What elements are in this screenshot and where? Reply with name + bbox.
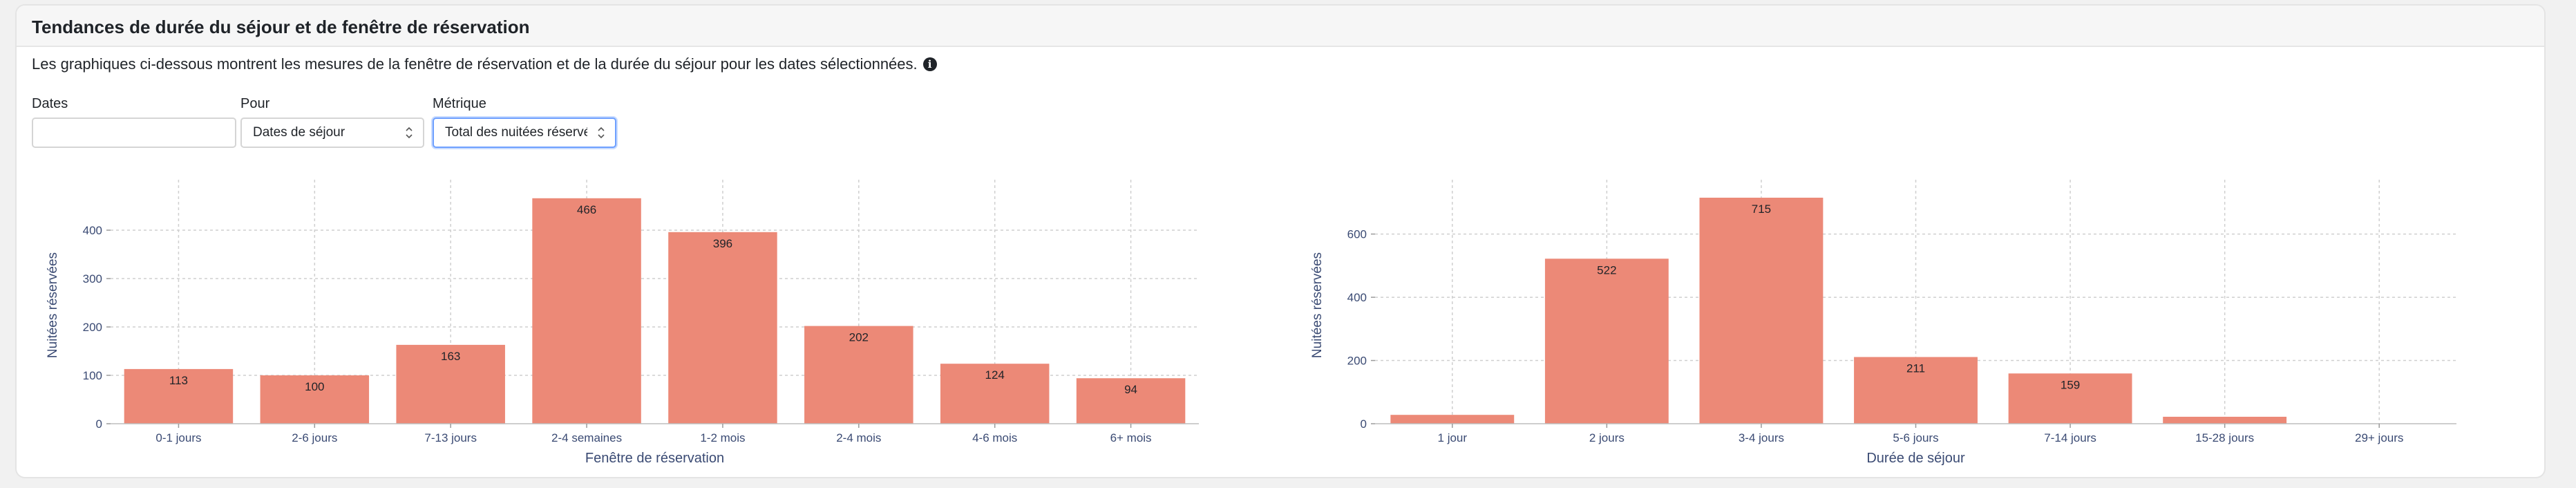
bar xyxy=(2163,416,2287,424)
info-icon[interactable]: i xyxy=(922,57,937,71)
x-tick-label: 2-6 jours xyxy=(292,431,337,444)
x-tick-label: 29+ jours xyxy=(2355,431,2403,444)
y-tick-label: 0 xyxy=(96,417,102,431)
card-header: Tendances de durée du séjour et de fenêt… xyxy=(17,6,2544,47)
bar-value-label: 94 xyxy=(1124,383,1137,396)
y-tick-label: 400 xyxy=(1347,291,1367,304)
x-tick-label: 6+ mois xyxy=(1110,431,1152,444)
pour-label: Pour xyxy=(240,96,270,111)
bar xyxy=(396,344,505,424)
dates-label: Dates xyxy=(32,96,68,111)
x-tick-label: 1 jour xyxy=(1438,431,1468,444)
x-tick-label: 2 jours xyxy=(1589,431,1625,444)
bar xyxy=(804,326,913,424)
y-tick-label: 300 xyxy=(83,272,102,285)
metrique-filter: Métrique Total des nuitées réservées xyxy=(433,96,616,148)
length-of-stay-chart: 522 715 211 159 1 jour 2 jours 3-4 jours 5-6 jo… xyxy=(1310,180,2456,466)
bar xyxy=(260,375,370,424)
y-axis-title: Nuitées réservées xyxy=(1310,252,1325,358)
bar xyxy=(1076,378,1186,424)
bar xyxy=(1854,357,1978,424)
x-tick-label: 1-2 mois xyxy=(700,431,745,444)
updown-chevron-icon xyxy=(598,126,605,139)
x-tick-label: 2-4 mois xyxy=(836,431,881,444)
bar-value-label: 100 xyxy=(305,380,324,393)
dates-field-box xyxy=(32,118,236,148)
x-tick-label: 15-28 jours xyxy=(2195,431,2254,444)
description: Les graphiques ci-dessous montrent les m… xyxy=(32,55,937,73)
booking-window-chart: 113 100 163 466 396 202 124 94 0-1 jours 2-6 jour… xyxy=(46,180,1199,466)
bar-value-label: 396 xyxy=(713,237,732,250)
bar xyxy=(124,368,234,424)
bar-value-label: 522 xyxy=(1597,263,1616,276)
pour-select[interactable]: Dates de séjour xyxy=(240,118,424,148)
dates-filter: Dates xyxy=(32,96,236,148)
bar-value-label: 202 xyxy=(849,331,869,344)
metrique-select[interactable]: Total des nuitées réservées xyxy=(433,118,616,148)
pour-filter: Pour Dates de séjour xyxy=(240,96,424,148)
bar-value-label: 124 xyxy=(985,368,1005,382)
y-tick-label: 600 xyxy=(1347,228,1367,241)
bar-value-label: 715 xyxy=(1752,203,1771,216)
y-tick-label: 100 xyxy=(83,369,102,382)
x-axis-title: Fenêtre de réservation xyxy=(585,451,724,466)
x-tick-label: 4-6 mois xyxy=(972,431,1017,444)
metrique-label: Métrique xyxy=(433,96,486,111)
y-axis-title: Nuitées réservées xyxy=(46,252,60,358)
x-tick-label: 7-13 jours xyxy=(424,431,477,444)
dates-input[interactable] xyxy=(33,119,235,147)
x-tick-label: 7-14 jours xyxy=(2044,431,2096,444)
description-text: Les graphiques ci-dessous montrent les m… xyxy=(32,55,918,73)
bar xyxy=(1544,259,1669,424)
y-tick-label: 400 xyxy=(83,224,102,237)
x-tick-label: 5-6 jours xyxy=(1893,431,1938,444)
x-tick-label: 0-1 jours xyxy=(155,431,201,444)
y-tick-label: 200 xyxy=(1347,355,1367,368)
x-tick-label: 3-4 jours xyxy=(1739,431,1784,444)
bar xyxy=(940,364,1050,424)
bar xyxy=(532,198,641,424)
bar xyxy=(1699,198,1824,424)
x-tick-label: 2-4 semaines xyxy=(551,431,622,444)
pour-select-value: Dates de séjour xyxy=(253,125,345,140)
bar-value-label: 466 xyxy=(577,203,596,216)
y-tick-label: 0 xyxy=(1361,417,1367,431)
x-axis-title: Durée de séjour xyxy=(1866,451,1965,466)
bar xyxy=(668,232,777,424)
card-title: Tendances de durée du séjour et de fenêt… xyxy=(32,17,530,37)
bar xyxy=(1390,415,1515,424)
bar-value-label: 163 xyxy=(441,350,460,363)
bar-value-label: 113 xyxy=(169,374,188,387)
y-tick-label: 200 xyxy=(83,321,102,334)
metrique-select-value: Total des nuitées réservées xyxy=(445,125,587,140)
updown-chevron-icon xyxy=(406,126,413,139)
bar-value-label: 211 xyxy=(1906,362,1925,375)
bar-value-label: 159 xyxy=(2061,378,2080,391)
bar xyxy=(2008,373,2132,424)
